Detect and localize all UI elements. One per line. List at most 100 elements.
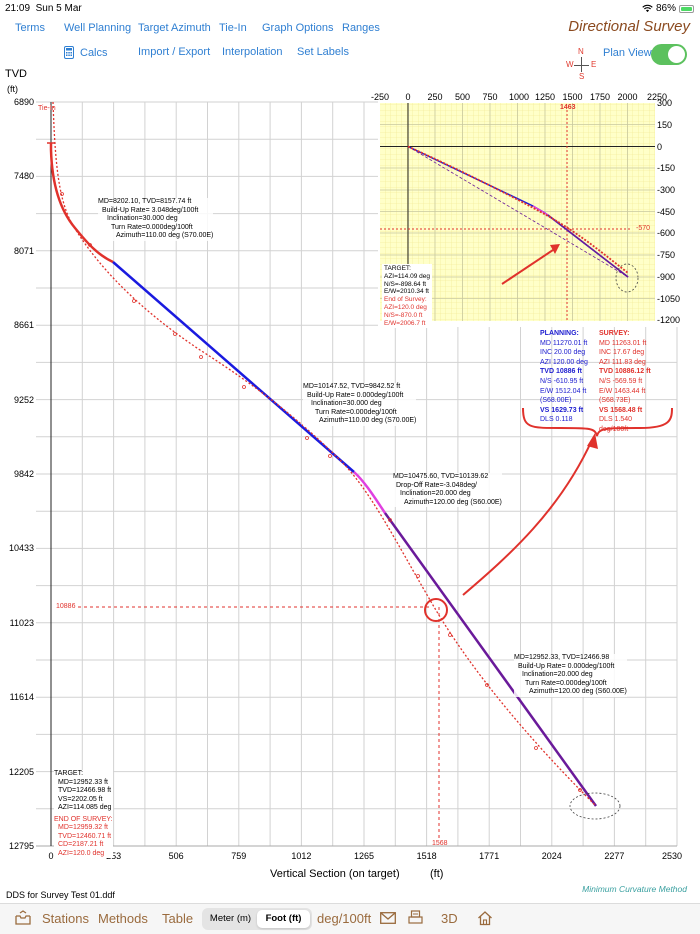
planned-drop bbox=[353, 471, 387, 514]
annotation-hold-20: MD=12952.33, TVD=12466.98 Build-Up Rate=… bbox=[514, 654, 627, 697]
battery-icon bbox=[679, 4, 694, 13]
foot-unit-option[interactable]: Foot (ft) bbox=[257, 910, 310, 928]
xtick: 1518 bbox=[416, 851, 437, 861]
method-label: Minimum Curvature Method bbox=[582, 884, 687, 894]
xtick: 0 bbox=[48, 851, 54, 861]
home-icon bbox=[478, 911, 492, 926]
plan-xtick: 1500 bbox=[562, 92, 583, 102]
plan-ytick: -150 bbox=[657, 163, 676, 173]
plan-ytick: -450 bbox=[657, 207, 676, 217]
ytick: 11614 bbox=[9, 692, 34, 702]
dls-unit-button[interactable]: deg/100ft bbox=[317, 911, 372, 926]
plan-xtick: 750 bbox=[482, 92, 498, 102]
plan-ytick: 0 bbox=[657, 142, 663, 152]
annotation-build: MD=8202.10, TVD=8157.74 ft Build-Up Rate… bbox=[98, 198, 214, 241]
xtick: 253 bbox=[106, 851, 122, 861]
end-ellipse bbox=[569, 792, 621, 820]
menu-calcs[interactable]: Calcs bbox=[64, 46, 108, 59]
menu-set-labels[interactable]: Set Labels bbox=[297, 46, 349, 58]
menu-ranges[interactable]: Ranges bbox=[342, 22, 380, 34]
print-button[interactable] bbox=[408, 910, 423, 928]
compass-icon: N W E S bbox=[566, 47, 597, 81]
annotation-drop: MD=10475.60, TVD=10139.62 Drop-Off Rate=… bbox=[393, 473, 502, 507]
ytick: 9252 bbox=[13, 395, 34, 405]
plan-ytick: 300 bbox=[657, 98, 673, 108]
xtick: 1265 bbox=[353, 851, 375, 861]
y-axis-title: TVD bbox=[5, 68, 27, 80]
calcs-label: Calcs bbox=[80, 46, 108, 59]
email-button[interactable] bbox=[380, 912, 396, 927]
brace-mark bbox=[522, 407, 673, 437]
ytick: 10433 bbox=[8, 543, 34, 553]
meter-unit-option[interactable]: Meter (m) bbox=[209, 913, 252, 924]
printer-icon bbox=[408, 910, 423, 924]
unit-segmented-control: Meter (m) Foot (ft) bbox=[202, 908, 312, 930]
3d-view-button[interactable]: 3D bbox=[441, 911, 458, 926]
plan-xtick: -250 bbox=[370, 92, 389, 102]
plan-ytick: -300 bbox=[657, 185, 676, 195]
plan-ytick: 150 bbox=[657, 120, 673, 130]
planning-column: PLANNING: MD 11270.01 ft INC 20.00 deg A… bbox=[540, 330, 588, 424]
ytick: 8661 bbox=[13, 320, 34, 330]
plan-view-chart[interactable] bbox=[0, 0, 700, 340]
ytick: 9842 bbox=[13, 469, 34, 479]
menu-terms[interactable]: Terms bbox=[15, 22, 45, 34]
plan-target-summary: TARGET: AZI=114.09 deg N/S=-898.64 ft E/… bbox=[382, 264, 432, 329]
envelope-icon bbox=[380, 912, 396, 924]
wifi-icon bbox=[642, 4, 653, 13]
menu-interpolation[interactable]: Interpolation bbox=[222, 46, 283, 58]
plan-ytick: -900 bbox=[657, 272, 676, 282]
ytick: 7480 bbox=[13, 171, 34, 181]
annotation-hold-30: MD=10147.52, TVD=9842.52 ft Build-Up Rat… bbox=[303, 383, 417, 426]
app-title: Directional Survey bbox=[568, 18, 690, 35]
plan-crosshair-x: 1463 bbox=[560, 104, 576, 111]
stations-button[interactable]: Stations bbox=[42, 911, 89, 926]
intersection-circle bbox=[424, 598, 448, 622]
planned-hold-20 bbox=[383, 512, 598, 807]
xtick: 2277 bbox=[604, 851, 625, 861]
xtick: 1012 bbox=[291, 851, 312, 861]
menu-target-azimuth[interactable]: Target Azimuth bbox=[138, 22, 211, 34]
tie-in-label: Tie-In bbox=[38, 105, 56, 112]
target-summary: TARGET: MD=12952.33 ft TVD=12466.98 ft V… bbox=[54, 770, 113, 858]
methods-button[interactable]: Methods bbox=[98, 911, 148, 926]
crosshair-vs-label: 1568 bbox=[432, 840, 448, 847]
xtick: 1771 bbox=[479, 851, 500, 861]
plan-xtick: 500 bbox=[454, 92, 471, 102]
ytick: 8071 bbox=[13, 246, 34, 256]
plan-ytick: -600 bbox=[657, 228, 676, 238]
survey-trajectory bbox=[52, 101, 597, 807]
xtick: 759 bbox=[231, 851, 247, 861]
battery-percent: 86% bbox=[655, 3, 676, 14]
status-bar: 21:09 Sun 5 Mar 86% bbox=[0, 0, 700, 18]
plan-xtick: 1250 bbox=[534, 92, 556, 102]
menu-import-export[interactable]: Import / Export bbox=[138, 46, 211, 58]
plan-xtick: 1000 bbox=[508, 92, 530, 102]
plan-xtick: 2250 bbox=[646, 92, 668, 102]
survey-column: SURVEY: MD 11263.01 ft INC 17.67 deg AZI… bbox=[599, 330, 651, 433]
table-button[interactable]: Table bbox=[162, 911, 194, 926]
plan-xtick: 2000 bbox=[617, 92, 638, 102]
x-axis-unit: (ft) bbox=[430, 868, 444, 880]
plan-xtick: 1750 bbox=[589, 92, 611, 102]
plan-xtick: 0 bbox=[405, 92, 411, 102]
plan-crosshair-y: -570 bbox=[636, 225, 651, 232]
menu-graph-options[interactable]: Graph Options bbox=[262, 22, 334, 34]
ytick: 12795 bbox=[8, 841, 34, 851]
menu-well-planning[interactable]: Well Planning bbox=[64, 22, 132, 34]
y-axis-unit: (ft) bbox=[7, 84, 18, 94]
annotation-arrow bbox=[462, 439, 593, 596]
plan-view-toggle[interactable] bbox=[651, 44, 687, 65]
calculator-icon bbox=[64, 46, 74, 59]
open-file-button[interactable] bbox=[15, 910, 31, 928]
menu-tie-in[interactable]: Tie-In bbox=[219, 22, 247, 34]
xtick: 2024 bbox=[541, 851, 562, 861]
xtick: 2530 bbox=[661, 851, 683, 861]
xtick: 506 bbox=[168, 851, 184, 861]
home-button[interactable] bbox=[477, 910, 493, 929]
plan-ytick: -1050 bbox=[657, 294, 681, 304]
plan-xtick: 250 bbox=[427, 92, 443, 102]
status-time: 21:09 Sun 5 Mar bbox=[5, 3, 82, 14]
plan-ytick: -1200 bbox=[657, 315, 681, 325]
tray-open-icon bbox=[15, 910, 31, 925]
